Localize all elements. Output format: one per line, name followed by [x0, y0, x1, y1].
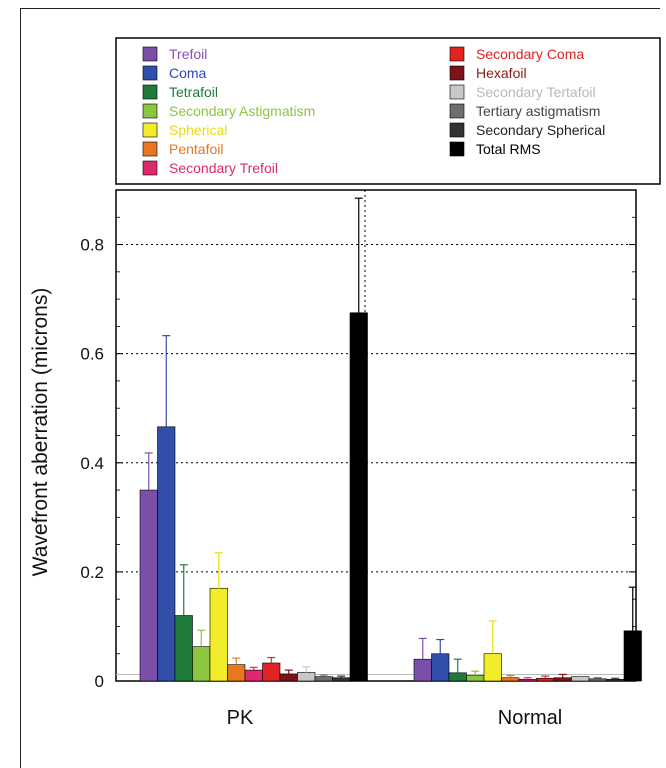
bar-normal-hexafoil: [553, 677, 572, 682]
plot-frame: [115, 189, 637, 682]
bar-pk-pentafoil: [227, 664, 246, 682]
legend-swatch-spherical: [142, 122, 158, 138]
legend-swatch-secondary-tertafoil: [449, 84, 465, 100]
legend-label-pentafoil: Pentafoil: [169, 141, 223, 157]
y-axis: 0 0.2 0.4 0.6 0.8: [80, 216, 636, 691]
legend-swatch-coma: [142, 65, 158, 81]
bar-normal-secondary-astigmatism: [466, 675, 485, 682]
bar-normal-total-rms: [623, 630, 642, 682]
legend-label-secondary-coma: Secondary Coma: [476, 46, 584, 62]
bar-pk-secondary-spherical: [332, 677, 351, 682]
legend-label-secondary-tertafoil: Secondary Tertafoil: [476, 84, 596, 100]
legend-swatch-tetrafoil: [142, 84, 158, 100]
bar-normal-trefoil: [413, 658, 432, 682]
legend-label-coma: Coma: [169, 65, 207, 81]
category-label-pk: PK: [227, 707, 254, 729]
y-tick-label: 0.4: [80, 454, 104, 473]
category-label-normal: Normal: [498, 707, 562, 729]
bar-pk-hexafoil: [279, 673, 298, 682]
bar-pk-total-rms: [349, 312, 368, 682]
legend-label-tetrafoil: Tetrafoil: [169, 84, 218, 100]
bar-pk-spherical: [209, 587, 228, 682]
bar-pk-trefoil: [139, 489, 158, 682]
legend-label-secondary-spherical: Secondary Spherical: [476, 122, 605, 138]
y-tick-label: 0.8: [80, 236, 104, 255]
legend: Trefoil Coma Tetrafoil Secondary Astigmatis…: [115, 37, 661, 185]
bar-normal-secondary-spherical: [606, 679, 625, 682]
legend-swatch-tertiary-astigmatism: [449, 103, 465, 119]
bar-pk-coma: [157, 426, 176, 682]
bar-pk-tetrafoil: [174, 615, 193, 682]
bar-normal-tertiary-astigmatism: [588, 678, 607, 682]
bar-normal-secondary-tertafoil: [571, 676, 590, 682]
bar-normal-spherical: [483, 653, 502, 682]
legend-swatch-trefoil: [142, 46, 158, 62]
x-axis: PK Normal: [227, 707, 563, 729]
legend-swatch-hexafoil: [449, 65, 465, 81]
y-axis-label: Wavefront aberration (microns): [29, 288, 52, 577]
y-tick-label: 0: [95, 672, 104, 691]
legend-swatch-pentafoil: [142, 141, 158, 157]
legend-swatch-secondary-coma: [449, 46, 465, 62]
figure-frame: [20, 8, 660, 768]
bar-normal-secondary-trefoil: [518, 679, 537, 682]
y-tick-label: 0.6: [80, 345, 104, 364]
legend-swatch-secondary-trefoil: [142, 160, 158, 176]
legend-label-spherical: Spherical: [169, 122, 227, 138]
legend-label-secondary-astigmatism: Secondary Astigmatism: [169, 103, 315, 119]
legend-box: [115, 37, 661, 185]
legend-swatch-secondary-astigmatism: [142, 103, 158, 119]
bar-normal-pentafoil: [501, 677, 520, 682]
bar-pk-secondary-astigmatism: [192, 646, 211, 682]
bar-pk-secondary-trefoil: [244, 669, 263, 682]
plot-area: [115, 189, 642, 682]
bar-normal-secondary-coma: [536, 677, 555, 682]
bar-normal-tetrafoil: [448, 672, 467, 682]
bar-pk-secondary-tertafoil: [297, 671, 316, 682]
bar-pk-tertiary-astigmatism: [314, 676, 333, 682]
legend-label-tertiary-astigmatism: Tertiary astigmatism: [476, 103, 600, 119]
legend-label-total-rms: Total RMS: [476, 141, 541, 157]
legend-swatch-total-rms: [449, 141, 465, 157]
legend-label-hexafoil: Hexafoil: [476, 65, 527, 81]
legend-label-secondary-trefoil: Secondary Trefoil: [169, 160, 278, 176]
legend-swatch-secondary-spherical: [449, 122, 465, 138]
bar-pk-secondary-coma: [262, 662, 281, 682]
y-tick-label: 0.2: [80, 563, 104, 582]
bar-normal-coma: [431, 653, 450, 682]
legend-label-trefoil: Trefoil: [169, 46, 207, 62]
